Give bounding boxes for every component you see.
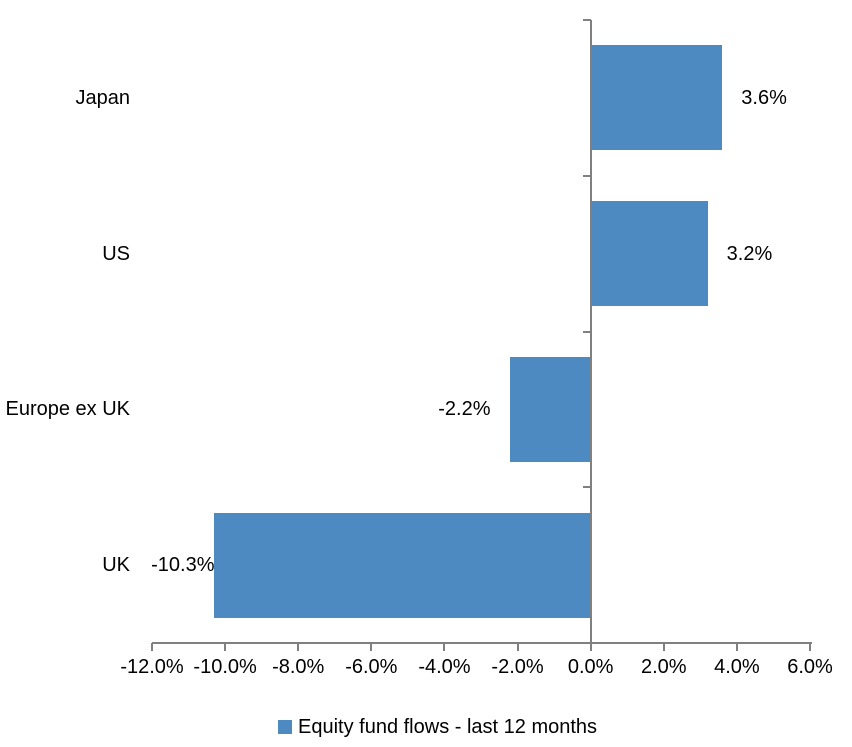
bar-japan — [590, 45, 723, 151]
legend-series-label: Equity fund flows - last 12 months — [298, 716, 598, 738]
data-label-japan: 3.6% — [741, 86, 787, 109]
bar-europe-ex-uk — [510, 356, 591, 462]
x-axis-tick-label: -2.0% — [491, 656, 544, 678]
x-axis-tick-label: 4.0% — [714, 656, 760, 678]
x-axis-tick-label: -4.0% — [418, 656, 471, 678]
x-axis-tick — [297, 643, 300, 651]
legend-series-marker-icon — [278, 720, 292, 734]
legend: Equity fund flows - last 12 months — [278, 715, 597, 739]
data-label-uk: -10.3% — [151, 554, 215, 577]
x-axis-tick — [443, 643, 446, 651]
x-axis-tick-label: 6.0% — [787, 656, 833, 678]
x-axis-tick — [516, 643, 519, 651]
x-axis-tick — [224, 643, 227, 651]
x-axis-line — [152, 642, 812, 644]
x-axis-tick — [809, 643, 811, 651]
x-axis-tick — [151, 643, 153, 651]
x-axis-tick-label: -12.0% — [120, 656, 184, 678]
x-axis-tick-label: 0.0% — [567, 656, 614, 678]
category-label-europe-ex-uk: Europe ex UK — [5, 398, 130, 421]
x-axis-tick — [589, 643, 592, 651]
bar-uk — [214, 512, 591, 618]
category-label-uk: UK — [102, 554, 130, 577]
x-axis-tick-label: -8.0% — [272, 656, 325, 678]
x-axis-tick-label: -10.0% — [193, 656, 257, 678]
category-label-us: US — [102, 242, 130, 265]
y-axis-line — [589, 20, 592, 643]
data-label-europe-ex-uk: -2.2% — [438, 398, 491, 421]
y-axis-tick — [582, 19, 591, 21]
bar-us — [590, 201, 708, 307]
category-label-japan: Japan — [75, 86, 131, 109]
x-axis-tick-label: -6.0% — [345, 656, 398, 678]
x-axis-tick-label: 2.0% — [640, 656, 687, 678]
y-axis-tick — [582, 330, 591, 333]
data-label-us: 3.2% — [726, 242, 773, 265]
x-axis-tick — [662, 643, 665, 651]
y-axis-tick — [582, 486, 591, 489]
x-axis-tick — [735, 643, 738, 651]
x-axis-tick — [370, 643, 373, 651]
y-axis-tick — [582, 174, 591, 177]
